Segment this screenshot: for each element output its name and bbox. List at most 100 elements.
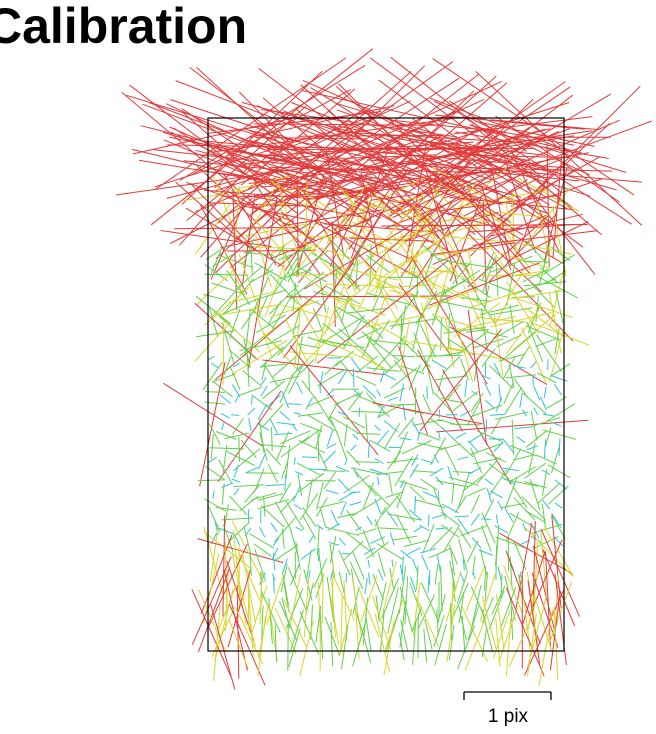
scale-bar-label: 1 pix bbox=[487, 706, 529, 727]
error-vector bbox=[448, 476, 479, 486]
error-vector bbox=[209, 524, 219, 582]
error-vector bbox=[451, 568, 456, 603]
error-vector bbox=[386, 510, 399, 527]
error-vector bbox=[401, 440, 432, 455]
error-vector bbox=[301, 430, 319, 444]
error-vector bbox=[410, 270, 465, 300]
error-vector bbox=[257, 453, 266, 470]
error-vector bbox=[399, 319, 410, 373]
error-vector bbox=[367, 560, 370, 568]
error-vector bbox=[373, 191, 407, 242]
error-vector bbox=[215, 193, 288, 260]
error-vector bbox=[219, 298, 259, 316]
error-vector bbox=[295, 175, 325, 277]
error-vector bbox=[238, 580, 256, 647]
error-vector bbox=[524, 589, 565, 676]
error-vector bbox=[277, 246, 312, 261]
error-vector bbox=[283, 599, 307, 647]
error-vector bbox=[165, 103, 307, 170]
error-vector bbox=[415, 354, 463, 357]
error-vector bbox=[352, 467, 359, 479]
error-vector bbox=[313, 395, 334, 426]
error-vector bbox=[217, 390, 282, 483]
error-vector bbox=[341, 552, 351, 555]
error-vector bbox=[346, 450, 361, 466]
error-vector bbox=[280, 430, 311, 445]
error-vector bbox=[374, 506, 387, 527]
error-vector bbox=[418, 206, 463, 277]
error-vector bbox=[329, 535, 337, 564]
error-vector bbox=[482, 251, 495, 280]
error-vector bbox=[457, 518, 470, 535]
error-vector bbox=[199, 361, 226, 487]
error-vector bbox=[260, 177, 377, 188]
error-vector bbox=[471, 390, 478, 396]
error-vector bbox=[138, 159, 366, 198]
error-vector bbox=[239, 495, 259, 512]
error-vector bbox=[362, 482, 374, 509]
error-vector bbox=[513, 497, 536, 521]
error-vector bbox=[402, 404, 406, 421]
error-vector bbox=[292, 185, 377, 273]
error-vector bbox=[503, 331, 537, 360]
error-vector bbox=[259, 133, 409, 232]
error-vector bbox=[408, 364, 421, 391]
error-vector bbox=[438, 443, 462, 451]
error-vector bbox=[384, 280, 425, 317]
error-vector bbox=[497, 500, 503, 511]
error-vector bbox=[366, 541, 390, 560]
error-vector bbox=[195, 270, 234, 306]
error-vector bbox=[233, 484, 265, 487]
error-vector bbox=[329, 543, 335, 579]
error-vector bbox=[420, 478, 438, 491]
error-vector bbox=[370, 536, 386, 544]
error-vector bbox=[356, 355, 379, 373]
error-vector bbox=[437, 430, 441, 440]
error-vector bbox=[414, 499, 446, 509]
error-vector bbox=[493, 610, 511, 659]
error-vector bbox=[394, 206, 443, 252]
error-vector bbox=[233, 464, 239, 478]
error-vector bbox=[288, 364, 304, 394]
error-vector bbox=[227, 291, 276, 304]
error-vector bbox=[288, 351, 354, 358]
error-vector bbox=[195, 163, 262, 227]
error-vector bbox=[196, 330, 235, 338]
error-vector bbox=[346, 127, 481, 212]
error-vector bbox=[487, 214, 557, 283]
error-vector bbox=[524, 527, 573, 577]
error-vector bbox=[432, 58, 634, 196]
error-vector bbox=[525, 240, 548, 264]
error-vector bbox=[289, 345, 379, 456]
error-vector bbox=[498, 384, 502, 403]
error-vector bbox=[408, 263, 417, 289]
error-vector bbox=[194, 324, 229, 362]
error-vector bbox=[285, 295, 451, 298]
error-vector bbox=[547, 359, 549, 371]
error-vector bbox=[420, 324, 436, 358]
error-vector bbox=[521, 496, 546, 521]
error-vector bbox=[295, 541, 301, 570]
error-vector bbox=[294, 366, 302, 373]
error-vector bbox=[366, 151, 467, 169]
error-vector bbox=[355, 526, 362, 531]
error-vector bbox=[295, 297, 320, 341]
error-vector bbox=[551, 515, 562, 608]
error-vector bbox=[525, 430, 547, 448]
error-vector bbox=[218, 459, 233, 484]
error-vector bbox=[242, 238, 255, 266]
error-vector bbox=[505, 306, 542, 355]
error-vector bbox=[538, 240, 551, 285]
error-vector bbox=[447, 313, 450, 350]
error-vector bbox=[268, 300, 282, 324]
error-vector bbox=[247, 197, 278, 371]
error-vector bbox=[269, 273, 299, 305]
error-vector bbox=[411, 294, 423, 320]
error-vector bbox=[396, 481, 407, 509]
error-vector bbox=[258, 443, 287, 448]
error-vector bbox=[278, 482, 292, 504]
error-vector bbox=[422, 394, 432, 413]
error-vector bbox=[273, 552, 276, 571]
error-vector bbox=[281, 391, 289, 408]
error-vector bbox=[412, 470, 438, 473]
